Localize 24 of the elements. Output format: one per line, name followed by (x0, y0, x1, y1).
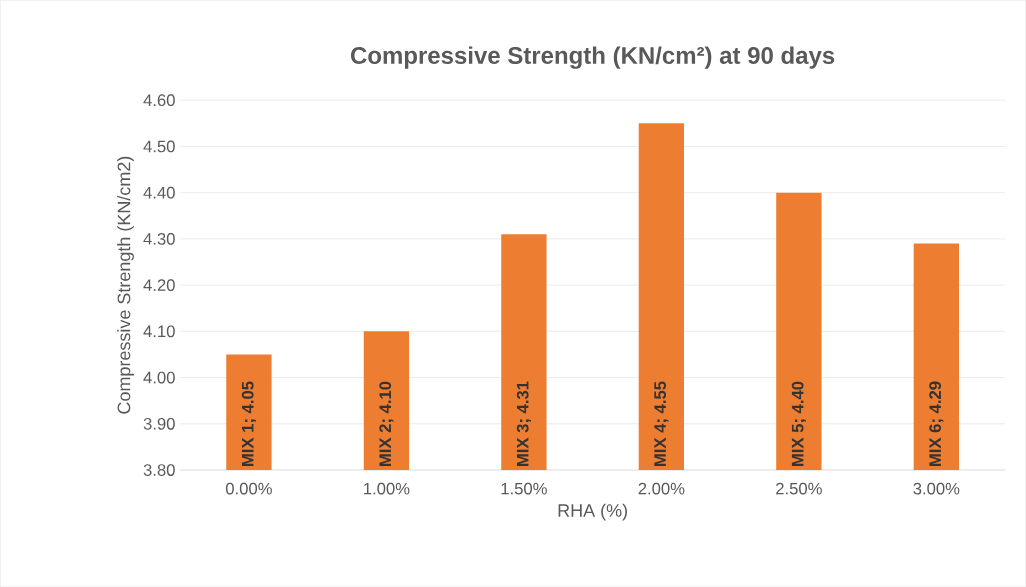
data-label: MIX 1; 4.05 (241, 381, 257, 466)
data-label: MIX 5; 4.40 (791, 381, 806, 466)
y-tick-label: 4.20 (143, 279, 175, 291)
x-axis-title: RHA (%) (558, 503, 627, 521)
x-tick-label: 1.00% (364, 482, 410, 495)
data-label: MIX 4; 4.55 (654, 381, 669, 466)
chart-title: Compressive Strength (KN/cm²) at 90 days (351, 46, 835, 69)
x-tick-label: 2.50% (776, 482, 822, 495)
y-tick-label: 4.00 (143, 371, 175, 384)
x-tick-label: 2.00% (638, 482, 685, 495)
y-tick-label: 3.80 (143, 464, 175, 476)
y-axis-title: Compressive Strength (KN/cm2) (117, 156, 134, 414)
y-tick-label: 4.10 (143, 325, 175, 338)
data-label: MIX 2; 4.10 (379, 381, 394, 466)
x-tick-label: 1.50% (501, 482, 547, 495)
x-tick-label: 0.00% (225, 482, 272, 495)
y-tick-label: 4.60 (143, 94, 175, 107)
data-label: MIX 3; 4.31 (516, 381, 531, 466)
y-tick-label: 4.50 (143, 140, 175, 153)
y-tick-label: 4.30 (143, 232, 175, 245)
y-tick-label: 3.90 (143, 417, 175, 430)
x-tick-label: 3.00% (913, 482, 960, 495)
data-label: MIX 6; 4.29 (929, 381, 944, 466)
y-tick-label: 4.40 (143, 186, 175, 199)
